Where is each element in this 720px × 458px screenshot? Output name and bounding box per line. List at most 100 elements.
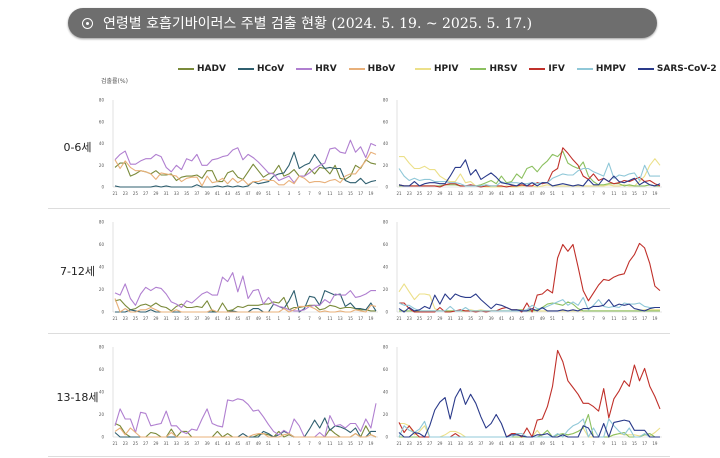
- x-tick-label: 27: [427, 441, 433, 446]
- x-tick-label: 31: [448, 441, 454, 446]
- x-tick-label: 27: [427, 316, 433, 321]
- y-tick-label: 80: [99, 220, 105, 225]
- x-tick-label: 31: [448, 191, 454, 196]
- x-tick-label: 33: [174, 316, 180, 321]
- x-tick-label: 23: [123, 441, 129, 446]
- legend-item-hbov: HBoV: [348, 64, 395, 74]
- series-line-hrv: [114, 272, 376, 312]
- legend-label: HRSV: [489, 64, 518, 74]
- x-tick-label: 23: [407, 441, 413, 446]
- x-tick-label: 45: [519, 191, 525, 196]
- series-line-hpiv: [399, 422, 661, 438]
- x-tick-label: 9: [602, 191, 605, 196]
- x-tick-label: 13: [338, 441, 344, 446]
- legend-label: HMPV: [595, 64, 626, 74]
- x-tick-label: 49: [256, 191, 262, 196]
- x-tick-label: 25: [133, 191, 139, 196]
- x-tick-label: 37: [194, 316, 200, 321]
- x-tick-label: 39: [489, 191, 495, 196]
- series-line-hmpv: [398, 162, 660, 187]
- x-tick-label: 39: [205, 441, 211, 446]
- x-tick-label: 3: [288, 191, 291, 196]
- x-tick-label: 11: [327, 441, 333, 446]
- x-tick-label: 7: [308, 316, 311, 321]
- x-tick-label: 39: [205, 191, 211, 196]
- y-axis-label: 검출률(%): [101, 78, 128, 85]
- y-tick-label: 20: [99, 287, 105, 292]
- x-tick-label: 39: [489, 316, 495, 321]
- x-tick-label: 45: [235, 191, 241, 196]
- x-tick-label: 35: [184, 191, 190, 196]
- x-tick-label: 11: [611, 441, 617, 446]
- legend-item-hpiv: HPIV: [415, 64, 458, 74]
- legend-swatch: [529, 68, 546, 70]
- x-tick-label: 39: [489, 441, 495, 446]
- x-tick-label: 51: [550, 441, 556, 446]
- x-tick-label: 15: [632, 191, 638, 196]
- y-tick-label: 20: [383, 412, 389, 417]
- x-tick-label: 35: [184, 441, 190, 446]
- legend-swatch: [178, 68, 194, 70]
- x-tick-label: 11: [611, 191, 617, 196]
- y-tick-label: 40: [383, 141, 389, 146]
- x-tick-label: 9: [318, 316, 321, 321]
- x-tick-label: 7: [592, 316, 595, 321]
- y-tick-label: 60: [383, 367, 389, 372]
- legend-left: HADV HCoV HRV HBoV: [178, 64, 395, 74]
- y-tick-label: 0: [101, 435, 104, 440]
- x-tick-label: 23: [407, 191, 413, 196]
- x-tick-label: 7: [308, 441, 311, 446]
- x-tick-label: 9: [602, 316, 605, 321]
- series-line-hcov: [114, 151, 377, 188]
- y-tick-label: 20: [99, 412, 105, 417]
- y-tick-label: 80: [383, 98, 389, 103]
- x-tick-label: 47: [246, 191, 252, 196]
- x-tick-label: 21: [396, 191, 402, 196]
- x-tick-label: 1: [277, 191, 280, 196]
- x-tick-label: 13: [622, 441, 628, 446]
- x-tick-label: 25: [417, 441, 423, 446]
- x-tick-label: 9: [318, 441, 321, 446]
- x-tick-label: 43: [509, 191, 515, 196]
- row-label-0-6: 0-6세: [63, 141, 92, 154]
- x-tick-label: 1: [561, 191, 564, 196]
- x-tick-label: 51: [266, 316, 272, 321]
- legend-right: HPIV HRSV IFV HMPV SARS-CoV-2: [415, 64, 717, 74]
- legend-label: IFV: [548, 64, 565, 74]
- y-tick-label: 60: [99, 367, 105, 372]
- x-tick-label: 37: [194, 191, 200, 196]
- x-tick-label: 15: [348, 191, 354, 196]
- x-tick-label: 23: [123, 191, 129, 196]
- x-tick-label: 9: [602, 441, 605, 446]
- series-line-hmpv: [398, 296, 660, 312]
- x-tick-label: 25: [133, 441, 139, 446]
- x-tick-label: 19: [368, 316, 374, 321]
- series-line-hrv: [114, 398, 377, 438]
- series-line-sars-cov-2: [398, 388, 660, 438]
- y-tick-label: 0: [385, 310, 388, 315]
- x-tick-label: 3: [288, 441, 291, 446]
- x-tick-label: 25: [417, 191, 423, 196]
- x-tick-label: 19: [652, 441, 658, 446]
- x-tick-label: 11: [327, 316, 333, 321]
- page-title: 연령별 호흡기바이러스 주별 검출 현황 (2024. 5. 19. ~ 202…: [103, 16, 533, 32]
- x-tick-label: 17: [642, 191, 648, 196]
- title-bar: 연령별 호흡기바이러스 주별 검출 현황 (2024. 5. 19. ~ 202…: [68, 8, 657, 38]
- x-tick-label: 41: [499, 191, 505, 196]
- x-tick-label: 41: [215, 316, 221, 321]
- series-line-ifv: [398, 349, 661, 438]
- legend-item-hrv: HRV: [296, 64, 337, 74]
- x-tick-label: 5: [298, 316, 301, 321]
- series-line-hadv: [114, 159, 377, 183]
- x-tick-label: 7: [592, 441, 595, 446]
- row-divider: [48, 456, 670, 457]
- x-tick-label: 15: [632, 316, 638, 321]
- x-tick-label: 39: [205, 316, 211, 321]
- x-tick-label: 11: [611, 316, 617, 321]
- y-tick-label: 0: [385, 185, 388, 190]
- x-tick-label: 5: [582, 316, 585, 321]
- x-tick-label: 21: [112, 191, 118, 196]
- y-tick-label: 0: [101, 185, 104, 190]
- series-line-hbov: [114, 151, 377, 187]
